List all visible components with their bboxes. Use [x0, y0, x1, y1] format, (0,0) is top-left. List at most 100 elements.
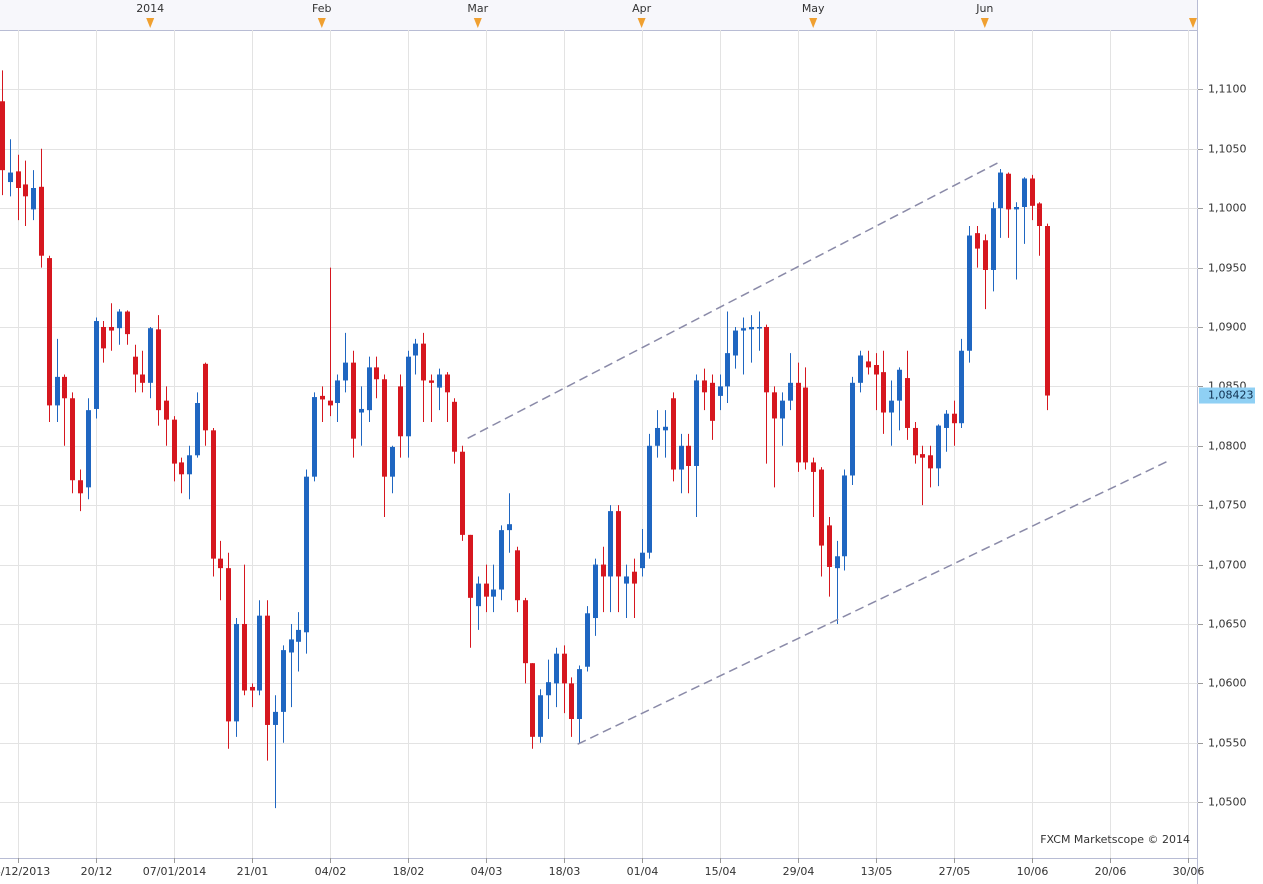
top-marker [146, 18, 155, 28]
candle-body [31, 187, 36, 210]
candle-body [398, 386, 403, 437]
candle-body [577, 669, 582, 720]
x-tick-label: 29/04 [783, 865, 815, 878]
candle-body [94, 321, 99, 409]
candle-body [640, 552, 645, 569]
top-label: May [802, 2, 825, 15]
top-label: Jun [975, 2, 993, 15]
candle-body [78, 480, 83, 494]
candle-body [811, 462, 816, 472]
top-strip [0, 0, 1198, 30]
candle-body [569, 683, 574, 720]
candle-body [1022, 178, 1027, 208]
candle-body [429, 380, 434, 383]
candle-body [944, 413, 949, 428]
candle-body [195, 403, 200, 456]
candle-body [905, 378, 910, 428]
candle-body [835, 556, 840, 569]
candle-body [897, 369, 902, 401]
y-tick-label: 1,0550 [1208, 737, 1247, 750]
candle-body [718, 386, 723, 396]
candle-body [874, 365, 879, 375]
candle-body [507, 524, 512, 531]
candle-body [1014, 207, 1019, 210]
candle-body [218, 558, 223, 569]
candle-body [998, 172, 1003, 209]
trend-line [467, 161, 1000, 439]
candle-body [16, 171, 21, 188]
top-marker [473, 18, 482, 28]
x-tick-label: 13/05 [861, 865, 893, 878]
candle-body [1030, 178, 1035, 206]
top-label: Feb [312, 2, 331, 15]
candle-body [803, 387, 808, 463]
candle-body [468, 534, 473, 598]
candle-body [460, 451, 465, 535]
candle-body [390, 446, 395, 477]
x-tick-label: 10/06 [1017, 865, 1049, 878]
candle-body [445, 374, 450, 393]
candle-body [679, 445, 684, 470]
candle-body [928, 455, 933, 469]
candle-body [757, 326, 762, 329]
candle-body [55, 376, 60, 406]
candle-body [686, 445, 691, 466]
candle-body [242, 623, 247, 691]
candle-body [866, 361, 871, 368]
watermark: FXCM Marketscope © 2014 [1040, 833, 1190, 846]
candle-body [0, 101, 5, 171]
candle-body [211, 430, 216, 559]
y-tick-label: 1,0900 [1208, 321, 1247, 334]
top-marker [980, 18, 989, 28]
candle-body [1037, 203, 1042, 227]
candle-body [562, 653, 567, 684]
candle-body [117, 311, 122, 329]
candle-body [179, 462, 184, 475]
top-marker [1189, 18, 1197, 28]
candle-body [62, 376, 67, 399]
candle-body [554, 653, 559, 684]
x-tick-label: 04/03 [471, 865, 503, 878]
y-tick-label: 1,1100 [1208, 83, 1247, 96]
y-tick-label: 1,0750 [1208, 499, 1247, 512]
candle-body [172, 419, 177, 464]
candle-body [538, 695, 543, 737]
candle-body [608, 511, 613, 577]
x-tick-label: 04/12/2013 [0, 865, 50, 878]
x-tick-label: 01/04 [627, 865, 659, 878]
candle-body [1006, 173, 1011, 210]
candle-body [749, 326, 754, 330]
top-label: 2014 [136, 2, 164, 15]
candle-body [920, 454, 925, 458]
trend-line [577, 459, 1170, 745]
candle-body [889, 400, 894, 413]
candle-body [320, 395, 325, 400]
candle-body [616, 511, 621, 577]
candle-body [281, 650, 286, 712]
candle-body [109, 326, 114, 331]
candle-body [796, 382, 801, 463]
candle-body [257, 615, 262, 691]
candle-body [289, 639, 294, 653]
top-label: Apr [632, 2, 652, 15]
y-tick-label: 1,0500 [1208, 796, 1247, 809]
candle-body [343, 362, 348, 381]
x-tick-label: 04/02 [315, 865, 347, 878]
top-marker [809, 18, 818, 28]
candle-body [585, 613, 590, 667]
candle-body [367, 367, 372, 411]
candle-body [491, 589, 496, 597]
candle-body [406, 356, 411, 437]
top-label: Mar [467, 2, 488, 15]
y-tick-label: 1,0600 [1208, 677, 1247, 690]
candle-body [47, 258, 52, 406]
candle-body [530, 663, 535, 737]
candle-body [374, 367, 379, 380]
candle-body [70, 398, 75, 481]
candle-body [133, 356, 138, 375]
candle-body [772, 392, 777, 419]
candle-body [881, 372, 886, 413]
candle-body [967, 235, 972, 351]
x-tick-label: 07/01/2014 [143, 865, 206, 878]
